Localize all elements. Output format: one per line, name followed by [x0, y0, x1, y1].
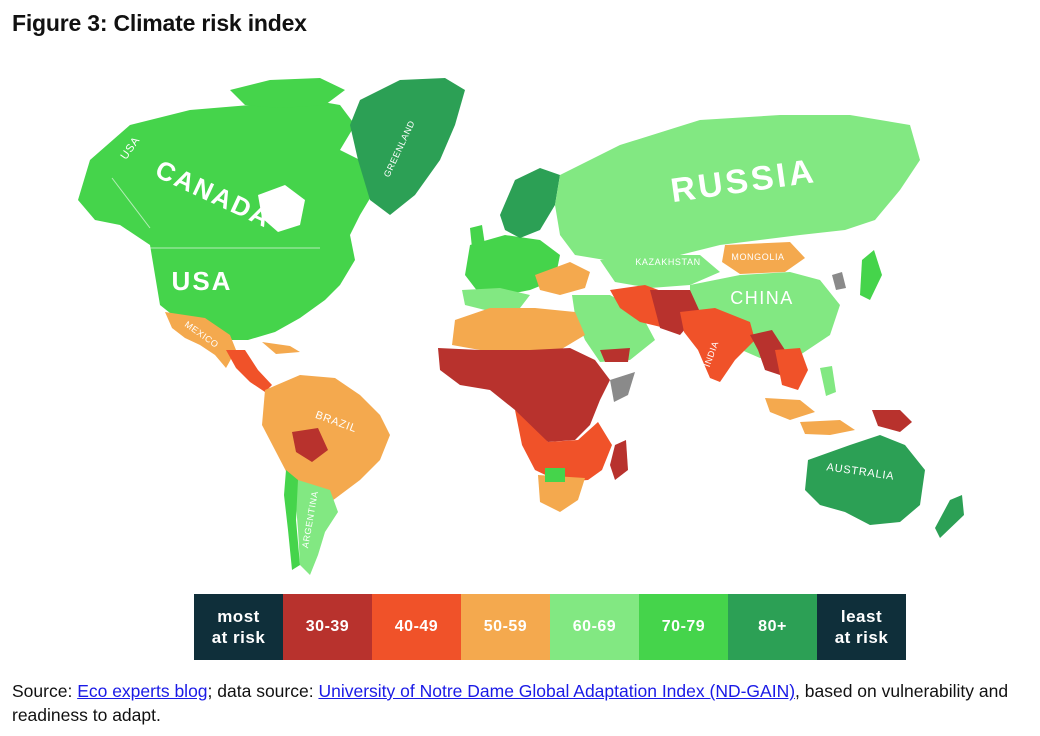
legend-cell-most-at-risk: most at risk	[194, 594, 283, 660]
region-canada-islands	[230, 78, 345, 108]
region-horn-nodata	[610, 372, 635, 402]
region-greenland	[350, 78, 465, 215]
region-madagascar	[610, 440, 628, 480]
source-suffix: , based on vulnerability and readiness t…	[12, 681, 1009, 725]
region-south-africa	[538, 475, 585, 512]
legend-label: 40-49	[394, 618, 439, 635]
eco-experts-blog-link[interactable]: Eco experts blog	[77, 681, 208, 701]
region-india	[680, 308, 755, 382]
region-botswana	[545, 468, 565, 482]
region-bangladesh-myanmar	[750, 330, 785, 375]
world-map: USA CANADA USA GREENLAND RUSSIA KAZAKHST…	[0, 50, 1040, 590]
region-uk	[470, 225, 485, 248]
legend-cell-least-at-risk: least at risk	[817, 594, 906, 660]
source-middle: ; data source:	[207, 681, 319, 701]
region-central-america	[226, 350, 272, 392]
region-bolivia	[292, 428, 328, 462]
legend-cell-80-plus: 80+	[728, 594, 817, 660]
region-png	[872, 410, 912, 432]
region-russia	[555, 115, 920, 260]
region-argentina	[296, 480, 338, 575]
source-prefix: Source:	[12, 681, 78, 701]
region-philippines	[820, 366, 836, 396]
region-europe	[465, 235, 560, 295]
region-indochina	[775, 348, 808, 390]
region-japan	[860, 250, 882, 300]
region-indonesia-1	[765, 398, 815, 420]
legend-label: at risk	[834, 628, 889, 647]
figure-title: Figure 3: Climate risk index	[12, 10, 307, 36]
region-korea-nodata	[832, 272, 846, 290]
region-new-zealand	[935, 495, 964, 538]
legend-label: most	[217, 607, 260, 626]
world-map-svg: USA CANADA USA GREENLAND RUSSIA KAZAKHST…	[78, 78, 964, 575]
region-chile	[284, 470, 300, 570]
legend-label: 60-69	[572, 618, 617, 635]
label-mongolia: MONGOLIA	[731, 252, 784, 262]
region-east-southern-africa	[515, 410, 612, 482]
legend-cell-50-59: 50-59	[461, 594, 550, 660]
nd-gain-link[interactable]: University of Notre Dame Global Adaptati…	[318, 681, 796, 701]
region-indonesia-2	[800, 420, 855, 435]
region-australia	[805, 435, 925, 525]
region-brazil	[262, 375, 390, 510]
region-south-europe	[462, 288, 530, 310]
legend: most at risk 30-39 40-49 50-59 60-69 70-7…	[194, 594, 906, 660]
region-scandinavia	[500, 168, 560, 238]
region-kazakhstan	[600, 255, 720, 288]
region-mexico	[165, 312, 236, 368]
region-balkans-turkey	[535, 262, 590, 295]
legend-cell-30-39: 30-39	[283, 594, 372, 660]
region-north-america	[78, 98, 375, 340]
label-kazakhstan: KAZAKHSTAN	[635, 257, 700, 267]
legend-label: least	[840, 607, 883, 626]
label-usa: USA	[172, 266, 233, 296]
region-caribbean	[262, 342, 300, 354]
legend-label: 80+	[758, 618, 787, 635]
legend-label: 70-79	[661, 618, 706, 635]
legend-cell-70-79: 70-79	[639, 594, 728, 660]
legend-cell-60-69: 60-69	[550, 594, 639, 660]
region-sahel-central-africa	[438, 348, 610, 442]
region-mongolia	[722, 242, 805, 274]
region-hudson-bay	[258, 185, 305, 232]
label-china: CHINA	[730, 288, 794, 308]
source-note: Source: Eco experts blog; data source: U…	[12, 679, 1032, 727]
legend-cell-40-49: 40-49	[372, 594, 461, 660]
legend-label: at risk	[211, 628, 266, 647]
region-north-africa	[452, 308, 585, 350]
region-yemen	[600, 348, 630, 362]
legend-label: 30-39	[305, 618, 350, 635]
legend-label: 50-59	[483, 618, 528, 635]
